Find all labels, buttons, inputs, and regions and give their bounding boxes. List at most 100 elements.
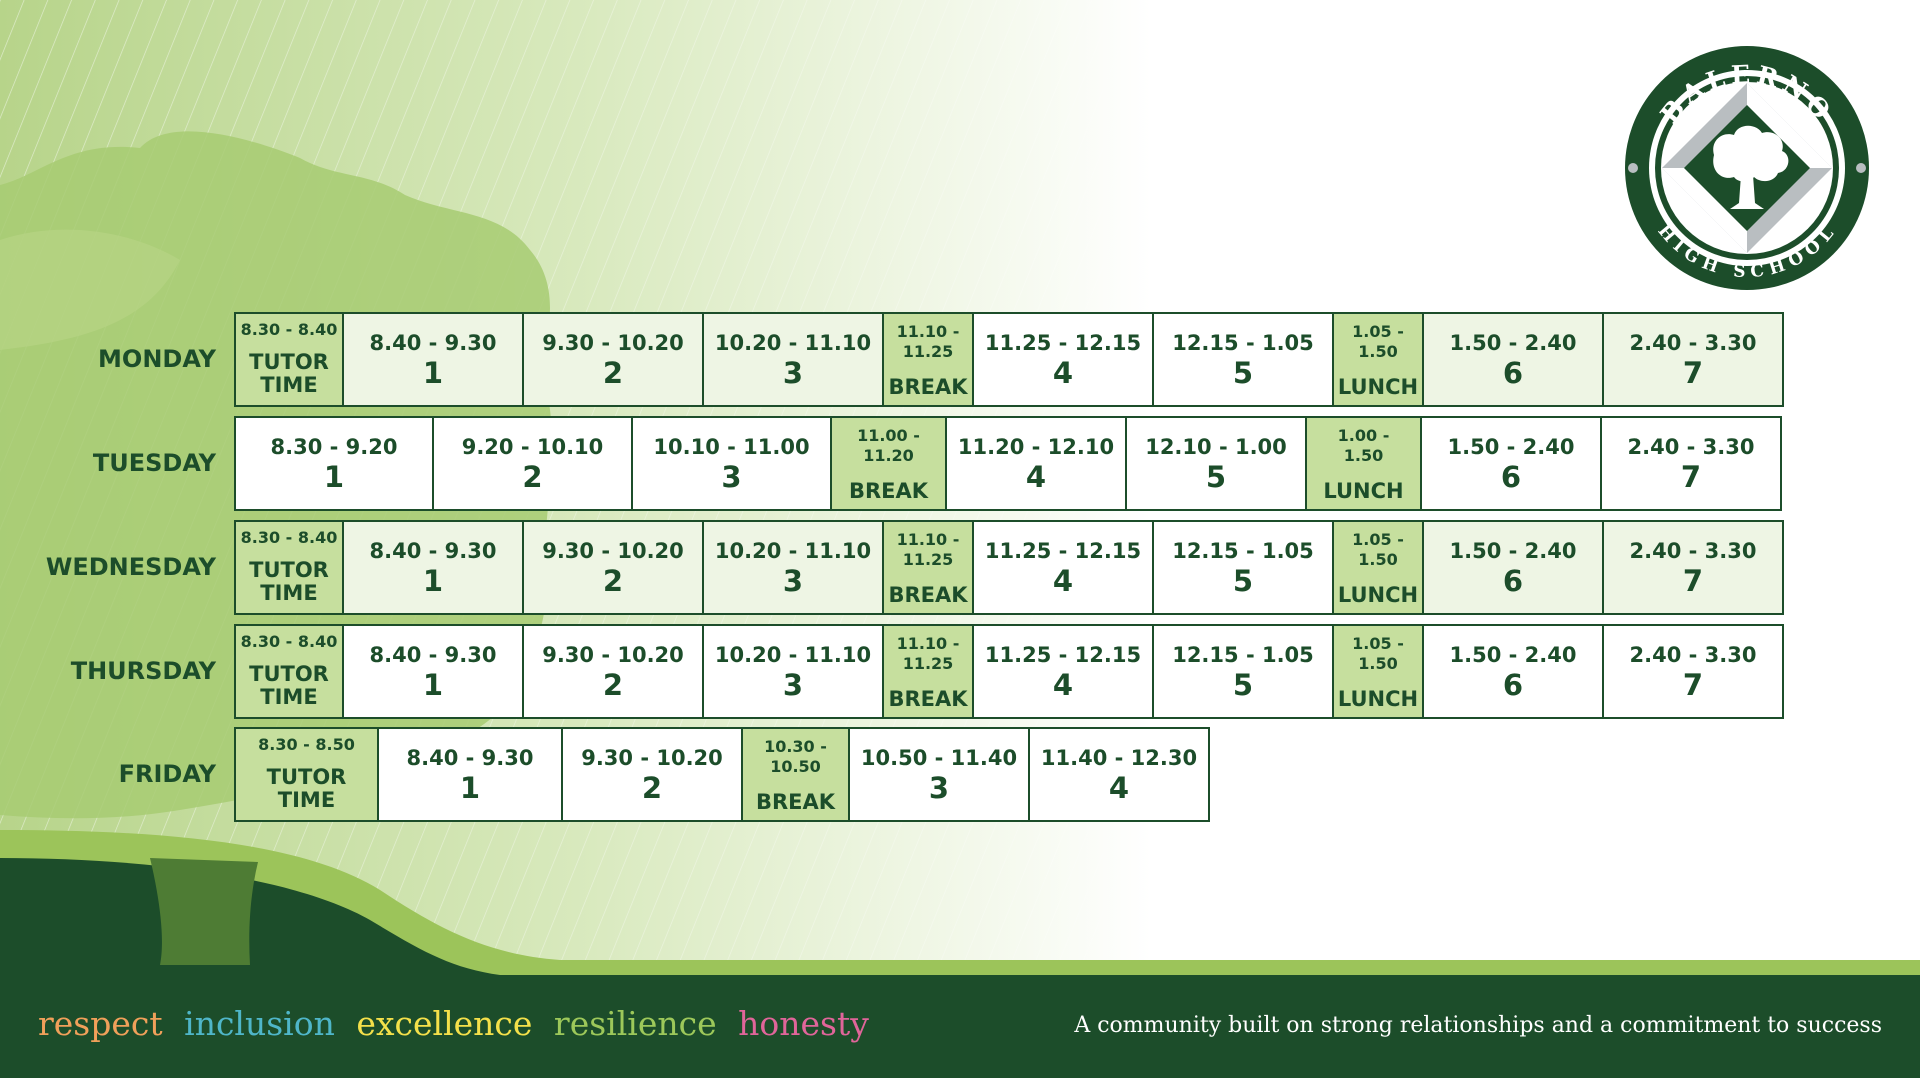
period-number: 7 [1682, 667, 1704, 702]
monday-period-4: 11.25 - 12.15 4 [972, 312, 1154, 407]
tuesday-period-6: 1.50 - 2.40 6 [1420, 416, 1602, 511]
period-number: 3 [782, 563, 804, 598]
friday-period-2: 9.30 - 10.20 2 [561, 727, 743, 822]
monday-tutor-time: 8.30 - 8.40 TUTOR TIME [234, 312, 344, 407]
tuesday-break: 11.00 - 11.20 BREAK [830, 416, 947, 511]
period-number: 3 [782, 355, 804, 390]
thursday-break: 11.10 - 11.25 BREAK [882, 624, 974, 719]
monday-period-6: 1.50 - 2.40 6 [1422, 312, 1604, 407]
time-range: 9.20 - 10.10 [461, 434, 604, 459]
time-range: 10.30 - 10.50 [764, 737, 827, 776]
period-number: 7 [1680, 459, 1702, 494]
time-range: 11.20 - 12.10 [957, 434, 1115, 459]
thursday-period-4: 11.25 - 12.15 4 [972, 624, 1154, 719]
time-range: 8.40 - 9.30 [369, 538, 497, 563]
time-range: 11.00 - 11.20 [857, 426, 920, 465]
period-number: 3 [928, 770, 950, 805]
time-range: 9.30 - 10.20 [581, 745, 723, 770]
period-number: 1 [323, 459, 345, 494]
period-number: 4 [1052, 355, 1074, 390]
tuesday-period-2: 9.20 - 10.10 2 [432, 416, 633, 511]
wednesday-period-5: 12.15 - 1.05 5 [1152, 520, 1334, 615]
time-range: 12.15 - 1.05 [1172, 330, 1314, 355]
period-number: 2 [602, 563, 624, 598]
period-number: 7 [1682, 563, 1704, 598]
time-range: 11.25 - 12.15 [984, 642, 1142, 667]
period-number: 2 [602, 355, 624, 390]
session-label: LUNCH [1337, 375, 1419, 399]
day-label-wednesday: WEDNESDAY [45, 552, 216, 581]
session-label: BREAK [848, 479, 929, 503]
wednesday-period-1: 8.40 - 9.30 1 [342, 520, 524, 615]
time-range: 8.30 - 8.40 [240, 528, 338, 547]
time-range: 12.15 - 1.05 [1172, 642, 1314, 667]
period-number: 2 [641, 770, 663, 805]
footer-bar [0, 990, 1920, 1078]
tuesday-period-4: 11.20 - 12.10 4 [945, 416, 1127, 511]
period-number: 5 [1205, 459, 1227, 494]
time-range: 8.40 - 9.30 [369, 642, 497, 667]
wednesday-period-6: 1.50 - 2.40 6 [1422, 520, 1604, 615]
time-range: 2.40 - 3.30 [1629, 642, 1757, 667]
session-label: BREAK [888, 583, 968, 607]
monday-period-2: 9.30 - 10.20 2 [522, 312, 704, 407]
monday-period-3: 10.20 - 11.10 3 [702, 312, 884, 407]
wednesday-period-3: 10.20 - 11.10 3 [702, 520, 884, 615]
school-tagline: A community built on strong relationship… [1074, 1013, 1882, 1038]
oak-tree-icon [1713, 125, 1789, 182]
time-range: 9.30 - 10.20 [542, 538, 684, 563]
monday-period-1: 8.40 - 9.30 1 [342, 312, 524, 407]
period-number: 4 [1025, 459, 1047, 494]
thursday-period-6: 1.50 - 2.40 6 [1422, 624, 1604, 719]
thursday-period-2: 9.30 - 10.20 2 [522, 624, 704, 719]
day-label-thursday: THURSDAY [70, 656, 216, 685]
time-range: 9.30 - 10.20 [542, 642, 684, 667]
period-number: 6 [1500, 459, 1522, 494]
session-label: BREAK [888, 375, 968, 399]
time-range: 8.30 - 8.40 [240, 320, 338, 339]
wednesday-period-2: 9.30 - 10.20 2 [522, 520, 704, 615]
time-range: 1.05 - 1.50 [1352, 530, 1404, 569]
period-number: 2 [522, 459, 543, 494]
session-label: LUNCH [1337, 687, 1419, 711]
time-range: 2.40 - 3.30 [1629, 538, 1757, 563]
period-number: 1 [459, 770, 481, 805]
period-number: 2 [602, 667, 624, 702]
thursday-period-3: 10.20 - 11.10 3 [702, 624, 884, 719]
wednesday-break: 11.10 - 11.25 BREAK [882, 520, 974, 615]
time-range: 1.05 - 1.50 [1352, 634, 1404, 673]
period-number: 7 [1682, 355, 1704, 390]
time-range: 10.20 - 11.10 [714, 330, 872, 355]
time-range: 12.10 - 1.00 [1145, 434, 1287, 459]
school-crest-logo: BALERNO HIGH SCHOOL [1625, 46, 1869, 290]
period-number: 6 [1502, 355, 1524, 390]
period-number: 1 [422, 667, 444, 702]
tutor-time-label: TUTOR TIME [249, 662, 329, 709]
wednesday-period-7: 2.40 - 3.30 7 [1602, 520, 1784, 615]
thursday-tutor-time: 8.30 - 8.40 TUTOR TIME [234, 624, 344, 719]
monday-period-7: 2.40 - 3.30 7 [1602, 312, 1784, 407]
time-range: 8.40 - 9.30 [369, 330, 497, 355]
friday-break: 10.30 - 10.50 BREAK [741, 727, 850, 822]
monday-lunch: 1.05 - 1.50 LUNCH [1332, 312, 1424, 407]
time-range: 11.10 - 11.25 [896, 634, 960, 673]
time-range: 11.10 - 11.25 [896, 322, 960, 361]
monday-period-5: 12.15 - 1.05 5 [1152, 312, 1334, 407]
time-range: 10.20 - 11.10 [714, 642, 872, 667]
value-word-respect: respect [38, 1004, 163, 1043]
school-values: respect inclusion excellence resilience … [38, 1002, 880, 1046]
period-number: 4 [1108, 770, 1130, 805]
time-range: 1.50 - 2.40 [1449, 538, 1577, 563]
time-range: 2.40 - 3.30 [1627, 434, 1755, 459]
time-range: 8.30 - 8.40 [240, 632, 338, 651]
value-word-inclusion: inclusion [184, 1004, 335, 1043]
time-range: 9.30 - 10.20 [542, 330, 684, 355]
day-label-friday: FRIDAY [118, 759, 216, 788]
period-number: 6 [1502, 667, 1524, 702]
period-number: 1 [422, 355, 444, 390]
time-range: 8.40 - 9.30 [406, 745, 534, 770]
session-label: BREAK [755, 790, 836, 814]
day-label-tuesday: TUESDAY [92, 448, 216, 477]
period-number: 1 [422, 563, 444, 598]
time-range: 2.40 - 3.30 [1629, 330, 1757, 355]
